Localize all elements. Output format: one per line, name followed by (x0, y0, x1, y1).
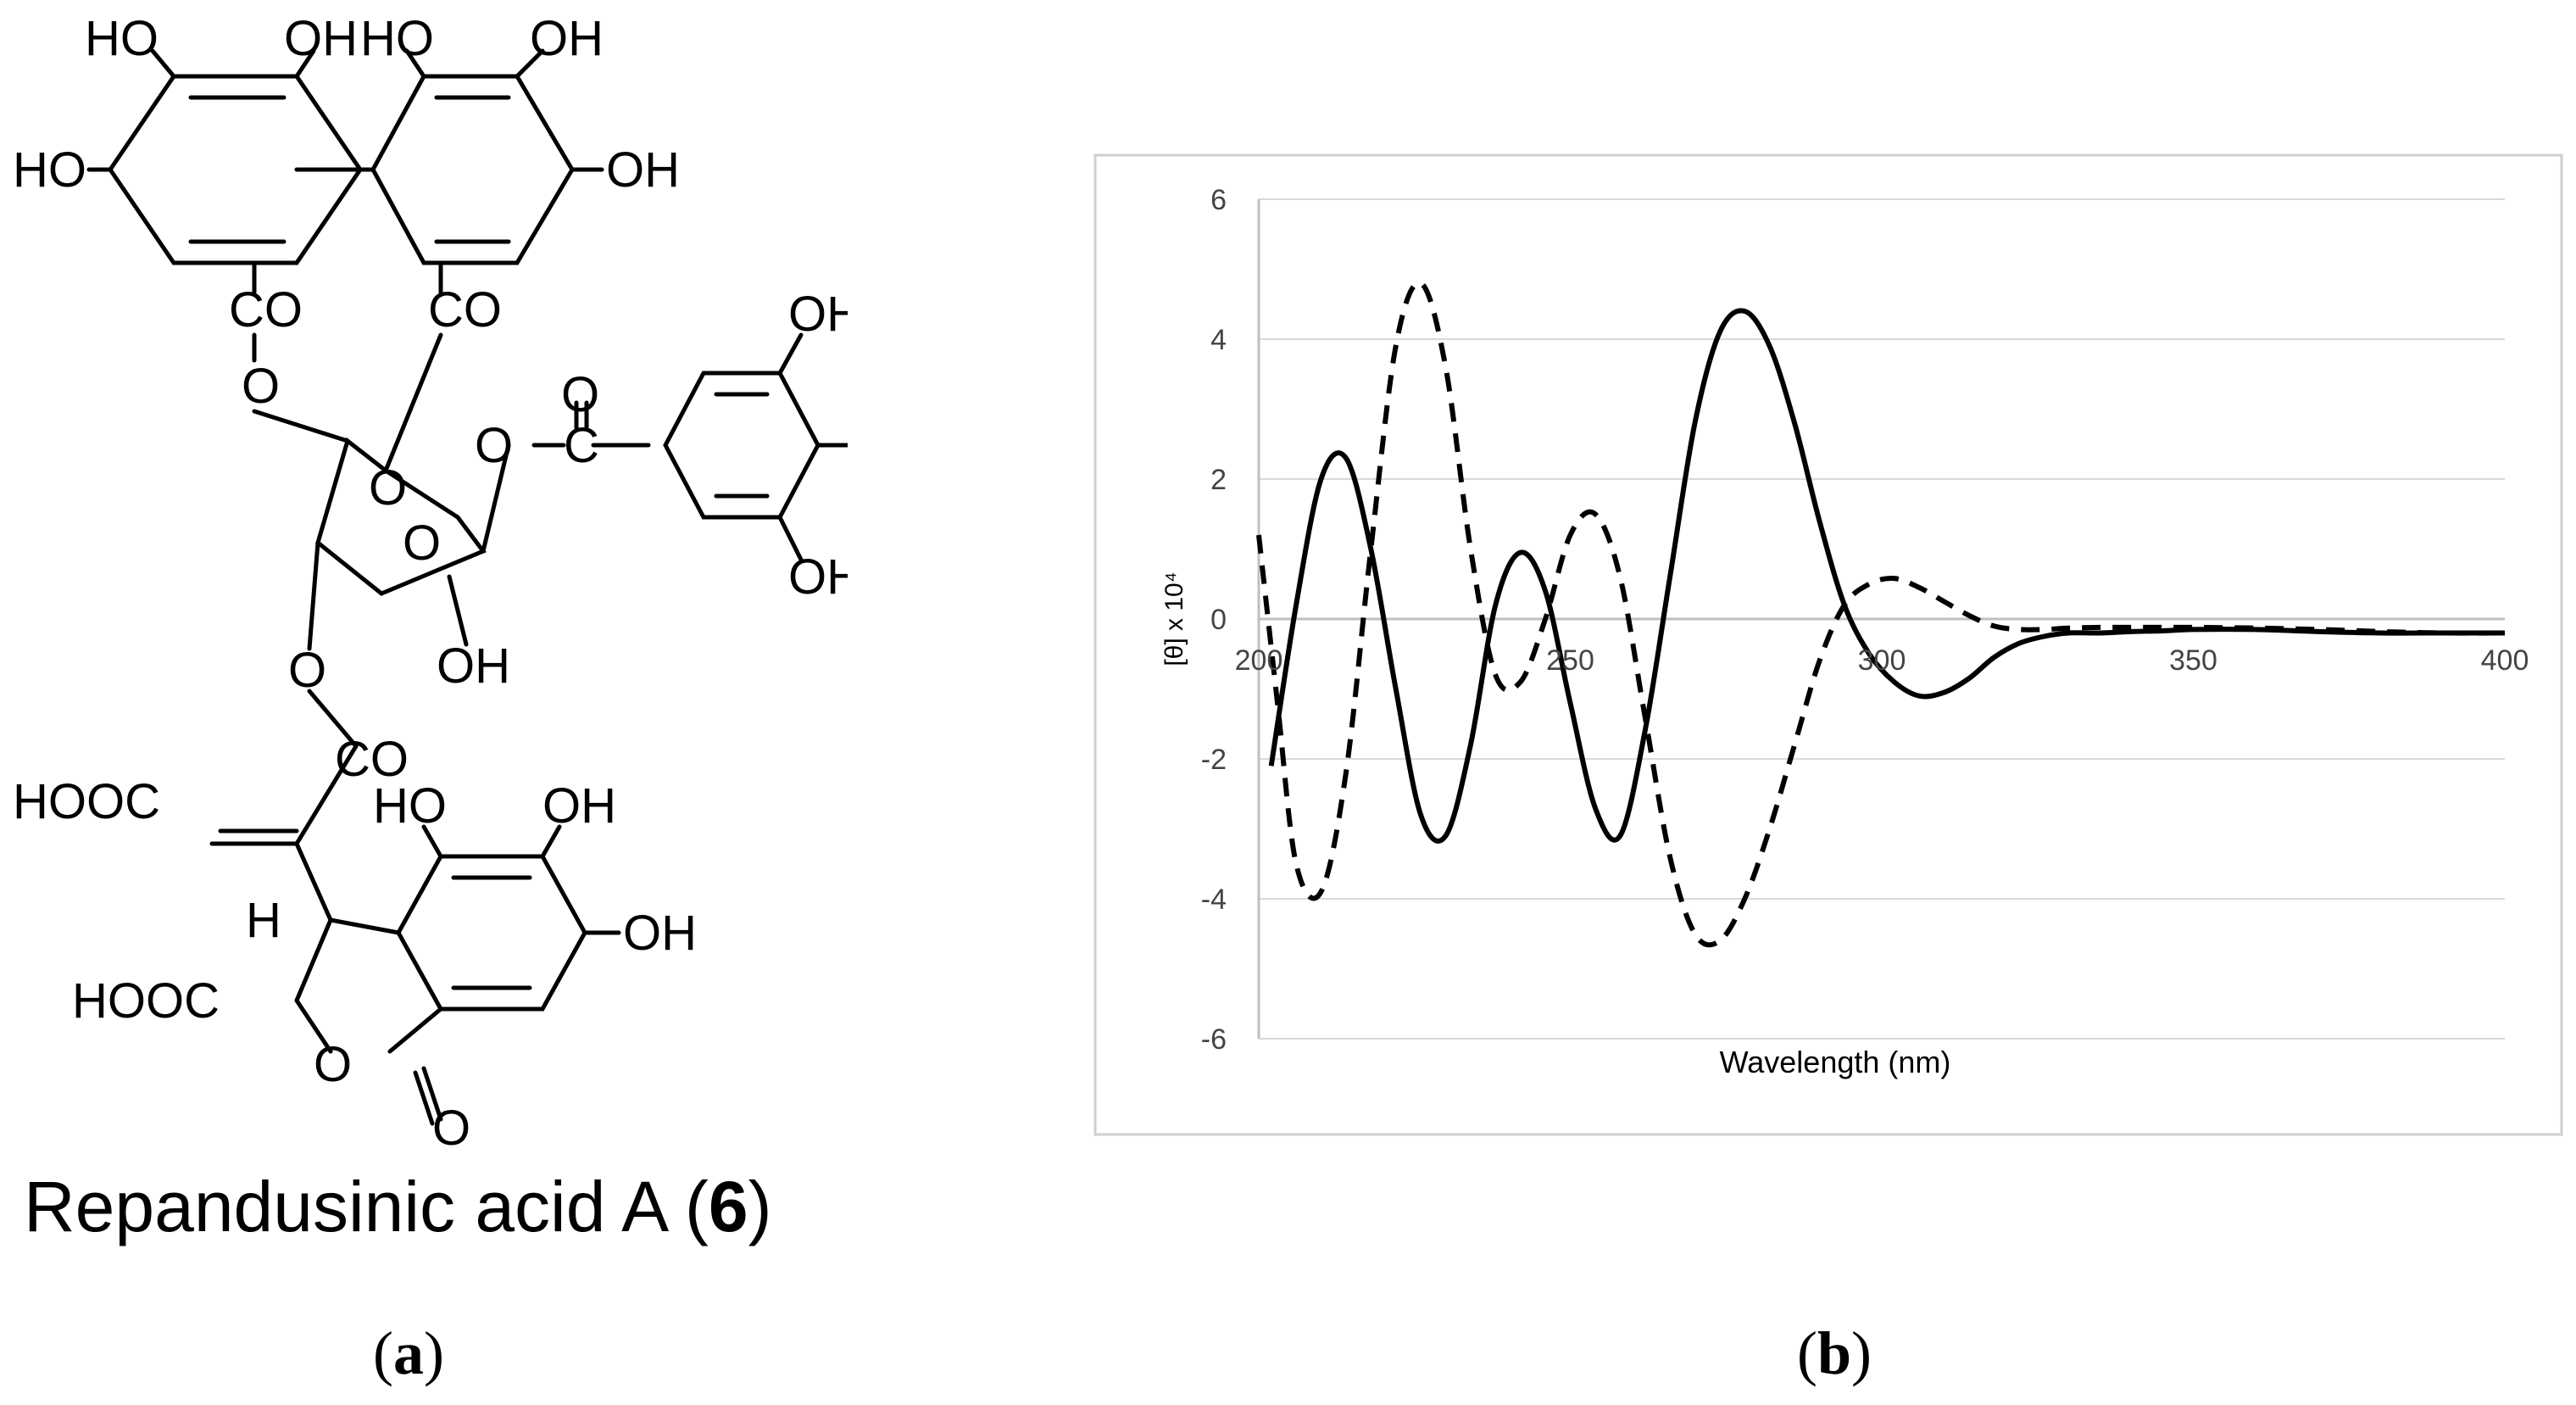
x-tick-label: 250 (1546, 644, 1594, 677)
compound-number: 6 (708, 1167, 748, 1246)
caption-a-open: ( (373, 1319, 393, 1387)
caption-a-close: ) (423, 1319, 444, 1387)
label-oh-9: OH (623, 906, 697, 961)
y-tick-label: -2 (1201, 744, 1227, 776)
chart-frame (1093, 153, 2563, 1136)
label-oh-6: OH (788, 549, 848, 605)
compound-name: Repandusinic acid A (6) (24, 1166, 772, 1248)
label-c-1: C (564, 418, 599, 473)
x-tick-label: 350 (2169, 644, 2217, 677)
label-oh-8: OH (542, 778, 616, 834)
label-o-6: O (288, 643, 326, 698)
label-ho-1: HO (85, 11, 159, 66)
series-line-dashed (1256, 280, 2506, 948)
label-oh-3: OH (606, 142, 680, 198)
structure-bonds (86, 48, 848, 1126)
label-ho-2: HO (13, 142, 86, 198)
caption-b-letter: b (1817, 1319, 1852, 1387)
label-oh-1: OH (284, 11, 358, 66)
axes (1257, 199, 2505, 1039)
label-oh-7: OH (437, 638, 510, 694)
y-axis-label: [θ] x 10⁴ (1160, 571, 1188, 666)
compound-name-close: ) (748, 1167, 772, 1246)
label-oh-2: OH (530, 11, 604, 66)
label-o-7: O (314, 1037, 352, 1092)
label-oh-4: OH (788, 287, 848, 342)
x-tick-label: 200 (1235, 644, 1283, 677)
label-o-4: O (475, 418, 513, 473)
caption-b-open: ( (1797, 1319, 1817, 1387)
label-co-1: CO (229, 282, 303, 337)
caption-a-letter: a (392, 1319, 424, 1387)
label-h-1: H (246, 893, 281, 948)
caption-a: (a) (373, 1319, 444, 1389)
label-ho-3: HO (360, 11, 434, 66)
repandusinic-acid-structure: HO OH HO HO OH OH CO CO O O O O O C OH O… (13, 11, 848, 1156)
x-tick-label: 300 (1858, 644, 1906, 677)
label-o-5: O (561, 367, 599, 422)
caption-b-close: ) (1851, 1319, 1872, 1387)
structure-labels: HO OH HO HO OH OH CO CO O O O O O C OH O… (13, 11, 848, 1156)
y-tick-label: -6 (1201, 1023, 1227, 1056)
series-line-solid (1268, 308, 2505, 844)
label-o-2: O (369, 460, 407, 516)
compound-name-text: Repandusinic acid A ( (24, 1167, 709, 1246)
label-co-2: CO (428, 282, 502, 337)
x-tick-label: 400 (2481, 644, 2529, 677)
y-tick-label: 4 (1210, 324, 1227, 356)
label-ho-4: HO (373, 778, 447, 834)
y-tick-label: 2 (1210, 464, 1227, 496)
label-o-1: O (242, 359, 280, 414)
series (1256, 280, 2506, 948)
caption-b: (b) (1797, 1319, 1872, 1389)
x-axis-label: Wavelength (nm) (1720, 1045, 1951, 1079)
y-tick-label: 6 (1210, 184, 1227, 216)
label-hooc-1: HOOC (13, 774, 160, 829)
label-hooc-2: HOOC (72, 973, 220, 1029)
label-co-3: CO (335, 732, 409, 787)
tick-labels: 6 4 2 0 -2 -4 -6 200 250 300 350 400 (1201, 184, 2529, 1056)
label-o-8: O (432, 1101, 470, 1156)
label-o-3: O (403, 516, 441, 571)
y-tick-label: -4 (1201, 884, 1227, 916)
y-tick-label: 0 (1210, 604, 1227, 636)
